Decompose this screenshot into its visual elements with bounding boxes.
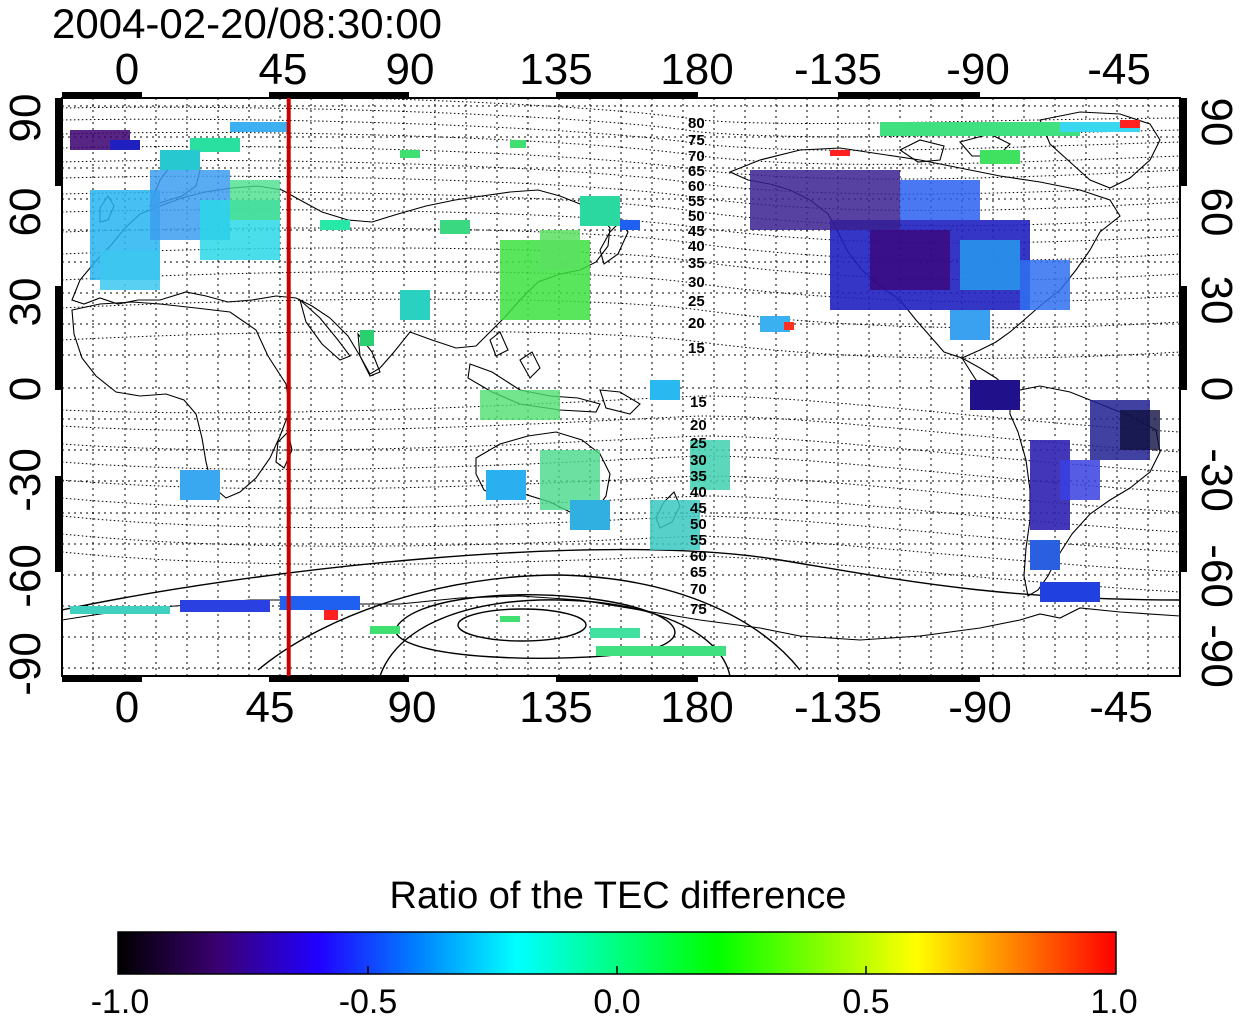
contour-label: 30 <box>690 452 707 469</box>
contour-label: 35 <box>690 468 707 485</box>
x-tick-bottom: -45 <box>1089 683 1153 732</box>
contour-labels: 80 75 70 65 60 55 50 45 40 35 30 25 20 1… <box>688 115 707 618</box>
contour-label: 15 <box>690 394 707 411</box>
x-tick-bottom: -135 <box>793 683 883 732</box>
contour-label: 20 <box>688 315 705 332</box>
contour-label: 40 <box>690 484 707 501</box>
contour-label: 70 <box>690 581 707 598</box>
x-tick-top: -45 <box>1087 45 1151 94</box>
contour-label: 70 <box>688 148 705 165</box>
x-tick-bottom: 180 <box>660 683 734 732</box>
contour-label: 75 <box>690 601 707 618</box>
x-tick-top: 90 <box>385 45 435 94</box>
contour-label: 55 <box>688 193 705 210</box>
contour-label: 30 <box>688 274 705 291</box>
contour-label: 45 <box>690 500 707 517</box>
colorbar-ticks <box>367 966 867 974</box>
x-tick-top: 45 <box>258 45 308 94</box>
contour-label: 60 <box>690 548 707 565</box>
colorbar-title: Ratio of the TEC difference <box>389 875 847 917</box>
colorbar-tick-label: 0.5 <box>842 983 890 1021</box>
x-tick-top: -135 <box>793 45 883 94</box>
contour-label: 80 <box>688 115 705 132</box>
x-tick-bottom: 45 <box>245 683 295 732</box>
contour-label: 50 <box>688 208 705 225</box>
x-tick-top: -90 <box>946 45 1010 94</box>
colorbar-tick-label: 1.0 <box>1090 983 1138 1021</box>
contour-label: 55 <box>690 532 707 549</box>
contour-label: 60 <box>688 178 705 195</box>
colorbar-tick-label: 0.0 <box>593 983 641 1021</box>
contour-label: 45 <box>688 223 705 240</box>
contour-label: 20 <box>690 417 707 434</box>
contour-label: 40 <box>688 238 705 255</box>
x-tick-bottom: 135 <box>519 683 593 732</box>
colorbar-tick-label: -0.5 <box>338 983 398 1021</box>
x-tick-top: 180 <box>660 45 734 94</box>
contour-label: 75 <box>688 132 705 149</box>
contour-label: 65 <box>688 163 705 180</box>
contour-label: 35 <box>688 255 705 272</box>
contour-label: 50 <box>690 516 707 533</box>
x-tick-bottom: 0 <box>114 683 140 732</box>
colorbar-tick-label: -1.0 <box>90 983 150 1021</box>
magnetic-contours-south <box>62 395 1180 593</box>
magnetic-contours-polar-south <box>62 548 1180 676</box>
contour-label: 15 <box>688 340 705 357</box>
tec-data-patches <box>70 120 1160 656</box>
map-title: 2004-02-20/08:30:00 <box>52 0 442 47</box>
x-tick-top: 0 <box>114 45 140 94</box>
contour-label: 25 <box>690 435 707 452</box>
contour-label: 25 <box>688 293 705 310</box>
x-tick-top: 135 <box>519 45 593 94</box>
contour-label: 65 <box>690 564 707 581</box>
x-tick-bottom: 90 <box>387 683 437 732</box>
x-tick-bottom: -90 <box>948 683 1012 732</box>
